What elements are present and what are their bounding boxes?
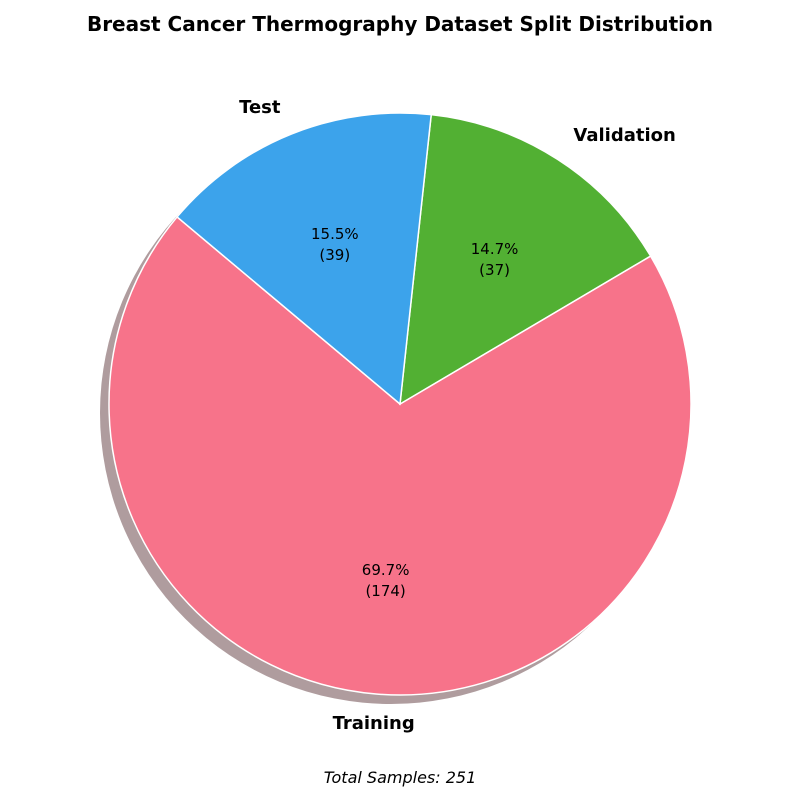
pie-slice-training	[108, 215, 692, 696]
slice-percent-test: 15.5%	[311, 225, 359, 243]
slice-count-validation: (37)	[479, 261, 510, 279]
total-samples-note: Total Samples: 251	[324, 768, 477, 787]
slice-count-test: (39)	[319, 246, 350, 264]
pie-slice-validation	[399, 113, 652, 406]
pie-slices	[108, 112, 692, 696]
slice-percent-validation: 14.7%	[471, 240, 519, 258]
chart-title: Breast Cancer Thermography Dataset Split…	[87, 12, 713, 36]
slice-percent-training: 69.7%	[362, 561, 410, 579]
slice-label-validation: Validation	[573, 125, 675, 146]
pie-labels: Training 69.7% (174) Validation 14.7% (37) Tes…	[239, 97, 676, 734]
slice-count-training: (174)	[365, 582, 405, 600]
slice-label-training: Training	[333, 713, 415, 734]
pie-slice-test	[176, 112, 433, 406]
slice-label-test: Test	[239, 97, 281, 118]
